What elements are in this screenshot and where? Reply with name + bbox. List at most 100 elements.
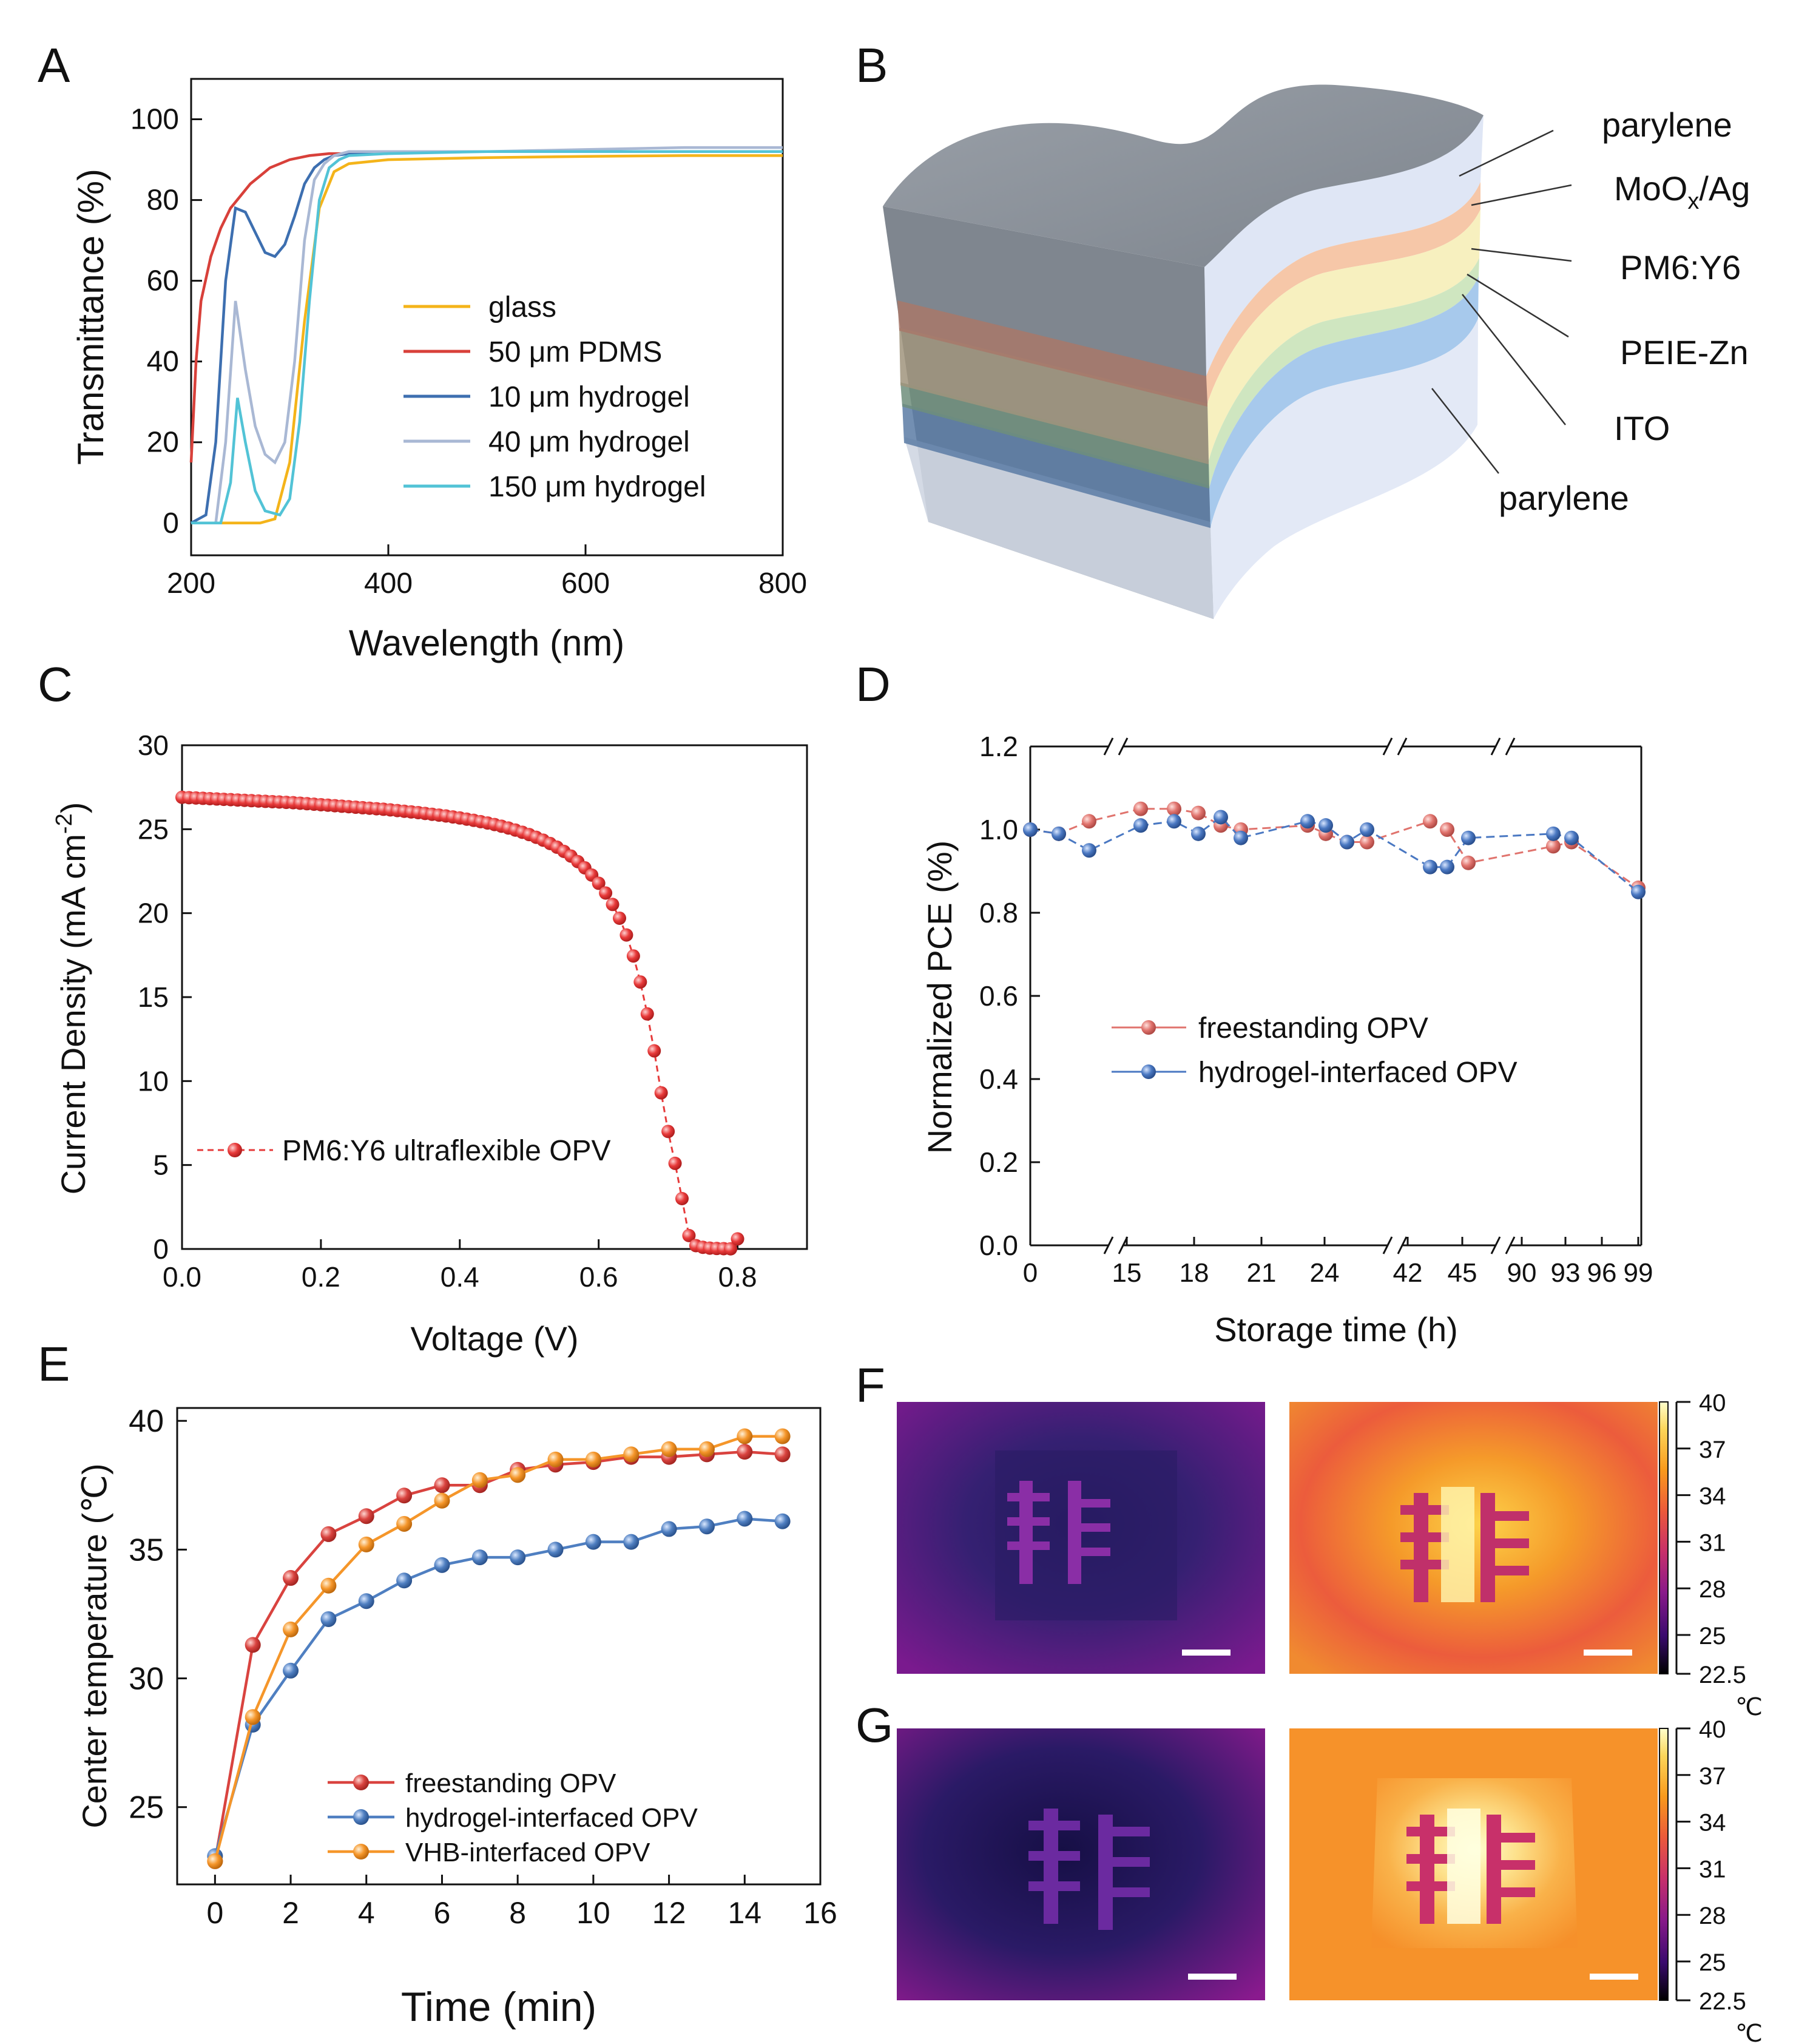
data-point — [737, 1444, 753, 1460]
x-axis-label: Voltage (V) — [410, 1319, 578, 1358]
colorbar-tick-label: 31 — [1699, 1529, 1726, 1556]
data-point — [698, 1518, 715, 1535]
legend-label: hydrogel-interfaced OPV — [405, 1803, 698, 1833]
data-point — [1440, 822, 1454, 837]
data-point — [619, 928, 633, 942]
colorbar-tick-label: 37 — [1699, 1763, 1726, 1790]
data-point — [245, 1709, 261, 1725]
x-tick-label: 10 — [576, 1896, 610, 1930]
data-point — [358, 1536, 374, 1552]
label-parylene-top: parylene — [1602, 106, 1732, 144]
colorbar-unit: ℃ — [1735, 2020, 1763, 2044]
series-line-2 — [214, 1435, 783, 1862]
x-tick-label: 18 — [1180, 1258, 1209, 1288]
series-line-1 — [214, 1517, 783, 1856]
y-tick-label: 40 — [129, 1404, 164, 1439]
series-line-0 — [1030, 808, 1639, 889]
data-point — [606, 898, 619, 912]
series-line — [181, 796, 738, 1250]
legend-label: PM6:Y6 ultraflexible OPV — [282, 1135, 611, 1167]
y-tick-label: 35 — [129, 1532, 164, 1568]
top-surface — [883, 84, 1484, 267]
axis-break-mark — [1490, 1236, 1501, 1254]
colorbar-tick-label: 31 — [1699, 1856, 1726, 1883]
colorbar — [1659, 1401, 1669, 1674]
legend-label: 50 μm PDMS — [488, 336, 662, 368]
axis-break-mark — [1505, 737, 1516, 756]
legend-label: VHB-interfaced OPV — [405, 1838, 650, 1867]
data-point — [647, 1044, 661, 1058]
y-tick-label: 30 — [138, 729, 169, 761]
scale-bar — [1584, 1650, 1632, 1656]
y-tick-label: 15 — [138, 981, 169, 1013]
plot-frame — [176, 1407, 822, 1886]
temperature-chart: 0 2 4 6 8 10 12 14 16 25 30 35 40 freestanding OPV hyd… — [75, 1404, 837, 2030]
electrode-pattern — [1400, 1493, 1529, 1602]
axis-break-mark — [1382, 1236, 1393, 1254]
data-point — [1191, 826, 1206, 841]
legend-marker — [353, 1844, 369, 1860]
data-point — [698, 1441, 715, 1457]
series-line-0 — [191, 154, 783, 525]
y-tick-label: 1.0 — [979, 814, 1018, 845]
legend-marker — [228, 1143, 242, 1157]
panel-label-e: E — [38, 1337, 70, 1391]
front-peie-band — [900, 382, 1209, 489]
x-axis-label: Wavelength (nm) — [349, 623, 625, 663]
y-tick-label: 0 — [163, 507, 179, 540]
x-tick-label: 0 — [1023, 1258, 1038, 1288]
y-axis-label: Center temperature (℃) — [75, 1463, 113, 1828]
y-tick-label: 25 — [138, 813, 169, 845]
y-tick-label: 0.2 — [979, 1146, 1018, 1178]
legend-marker — [1141, 1064, 1156, 1079]
label-peie-zn: PEIE-Zn — [1620, 333, 1749, 371]
data-point — [668, 1156, 682, 1170]
thermal-image-f-before — [897, 1402, 1265, 1674]
x-tick-label: 800 — [758, 567, 807, 600]
x-axis-label: Storage time (h) — [1214, 1310, 1458, 1349]
x-tick-label: 45 — [1448, 1258, 1477, 1288]
data-point — [283, 1621, 299, 1637]
x-tick-label: 8 — [509, 1896, 526, 1930]
y-tick-label: 0.0 — [979, 1230, 1018, 1261]
colorbar-tick-label: 22.5 — [1699, 1988, 1746, 2015]
data-point — [661, 1125, 675, 1139]
transmittance-chart: 200 400 600 800 0 20 40 60 80 100 glass 50 μm PDMS 1… — [70, 78, 807, 663]
colorbar-tick-label: 25 — [1699, 1949, 1726, 1976]
x-tick-label: 99 — [1624, 1258, 1653, 1288]
x-axis-label: Time (min) — [401, 1984, 596, 2030]
data-point — [320, 1577, 337, 1594]
thermal-image-g-after — [1289, 1728, 1658, 2000]
colorbar-tick-label: 25 — [1699, 1623, 1726, 1650]
data-point — [471, 1472, 488, 1488]
data-point — [585, 1534, 601, 1550]
x-tick-label: 0.4 — [441, 1261, 479, 1293]
x-tick-label: 0 — [206, 1896, 223, 1930]
y-tick-label: 25 — [129, 1790, 164, 1826]
series-line-3 — [191, 146, 783, 525]
legend-label: freestanding OPV — [1198, 1012, 1428, 1044]
thermal-image-f-after — [1289, 1402, 1658, 1674]
data-point — [682, 1228, 696, 1242]
legend-label: 150 μm hydrogel — [488, 471, 706, 503]
front-ito-band — [902, 404, 1210, 528]
axis-break-mark — [1397, 737, 1408, 756]
scale-bar — [1182, 1650, 1231, 1656]
legend-label: glass — [488, 291, 556, 323]
axis-break-mark — [1103, 737, 1114, 756]
x-tick-label: 21 — [1247, 1258, 1277, 1288]
data-point — [547, 1451, 564, 1467]
x-tick-label: 24 — [1310, 1258, 1340, 1288]
legend-marker — [353, 1775, 369, 1790]
y-tick-label: 40 — [147, 346, 179, 378]
x-tick-label: 6 — [434, 1896, 451, 1930]
right-peie-zn — [1209, 258, 1479, 489]
axis-break-mark — [1103, 1236, 1114, 1254]
right-ito — [1209, 276, 1479, 528]
scale-bar — [1188, 1974, 1237, 1980]
data-point — [434, 1492, 450, 1509]
series-line-1 — [1030, 816, 1639, 893]
y-tick-label: 20 — [147, 427, 179, 459]
axis-break-mark — [1490, 737, 1501, 756]
data-point — [592, 876, 606, 890]
